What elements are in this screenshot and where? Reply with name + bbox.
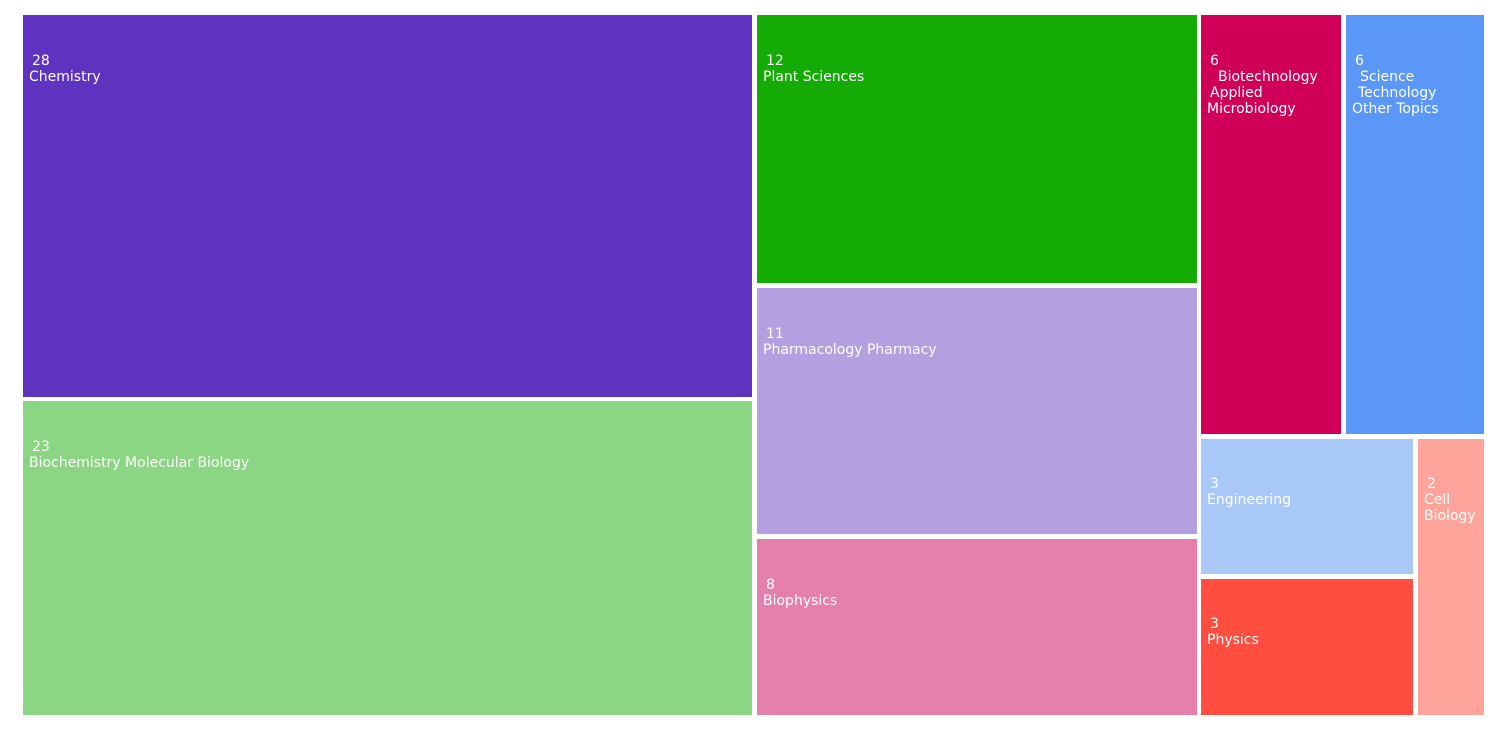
tile-name-line: Biotechnology bbox=[1218, 69, 1318, 85]
tile-name-label: Science Technology Other Topics bbox=[1352, 69, 1439, 117]
tile-name-line: Other Topics bbox=[1352, 101, 1439, 117]
tile-name-label: Biophysics bbox=[763, 593, 837, 609]
tile-value-label: 8 bbox=[766, 577, 775, 593]
tile-value-label: 12 bbox=[766, 53, 784, 69]
treemap-tile-biotechnology: 6 Biotechnology Applied Microbiology bbox=[1201, 15, 1341, 434]
tile-name-line: Applied bbox=[1210, 85, 1263, 101]
tile-name-line: Chemistry bbox=[29, 69, 101, 85]
tile-value-label: 2 bbox=[1427, 476, 1436, 492]
treemap-tile-cell-biology: 2 Cell Biology bbox=[1418, 439, 1484, 715]
tile-value-label: 6 bbox=[1210, 53, 1219, 69]
treemap-tile-plant-sciences: 12 Plant Sciences bbox=[757, 15, 1197, 283]
tile-value-label: 28 bbox=[32, 53, 50, 69]
tile-value-label: 23 bbox=[32, 439, 50, 455]
tile-value-label: 11 bbox=[766, 326, 784, 342]
treemap-tile-biochemistry: 23 Biochemistry Molecular Biology bbox=[23, 401, 752, 715]
tile-name-line: Physics bbox=[1207, 632, 1259, 648]
treemap-tile-science-technology: 6 Science Technology Other Topics bbox=[1346, 15, 1484, 434]
tile-name-line: Microbiology bbox=[1207, 101, 1296, 117]
tile-name-line: Technology bbox=[1358, 85, 1437, 101]
tile-name-label: Biotechnology Applied Microbiology bbox=[1207, 69, 1318, 117]
tile-name-line: Biology bbox=[1424, 508, 1476, 524]
tile-value-label: 3 bbox=[1210, 476, 1219, 492]
tile-name-line: Science bbox=[1360, 69, 1415, 85]
tile-value-label: 6 bbox=[1355, 53, 1364, 69]
tile-name-label: Pharmacology Pharmacy bbox=[763, 342, 937, 358]
tile-name-label: Physics bbox=[1207, 632, 1259, 648]
tile-name-line: Biophysics bbox=[763, 593, 838, 609]
tile-name-line: Pharmacology Pharmacy bbox=[763, 342, 937, 358]
tile-name-line: Plant Sciences bbox=[763, 69, 865, 85]
treemap-tile-pharmacology: 11 Pharmacology Pharmacy bbox=[757, 288, 1197, 534]
tile-name-label: Engineering bbox=[1207, 492, 1291, 508]
tile-name-label: Plant Sciences bbox=[763, 69, 864, 85]
tile-name-line: Cell bbox=[1424, 492, 1451, 508]
tile-name-line: Engineering bbox=[1207, 492, 1291, 508]
treemap-tile-biophysics: 8 Biophysics bbox=[757, 539, 1197, 715]
tile-name-line: Biochemistry Molecular Biology bbox=[29, 455, 250, 471]
treemap-tile-chemistry: 28 Chemistry bbox=[23, 15, 752, 397]
tile-name-label: Chemistry bbox=[29, 69, 101, 85]
treemap-tile-physics: 3 Physics bbox=[1201, 579, 1413, 715]
treemap-tile-engineering: 3 Engineering bbox=[1201, 439, 1413, 574]
tile-name-label: Biochemistry Molecular Biology bbox=[29, 455, 249, 471]
tile-name-label: Cell Biology bbox=[1424, 492, 1476, 524]
tile-value-label: 3 bbox=[1210, 616, 1219, 632]
